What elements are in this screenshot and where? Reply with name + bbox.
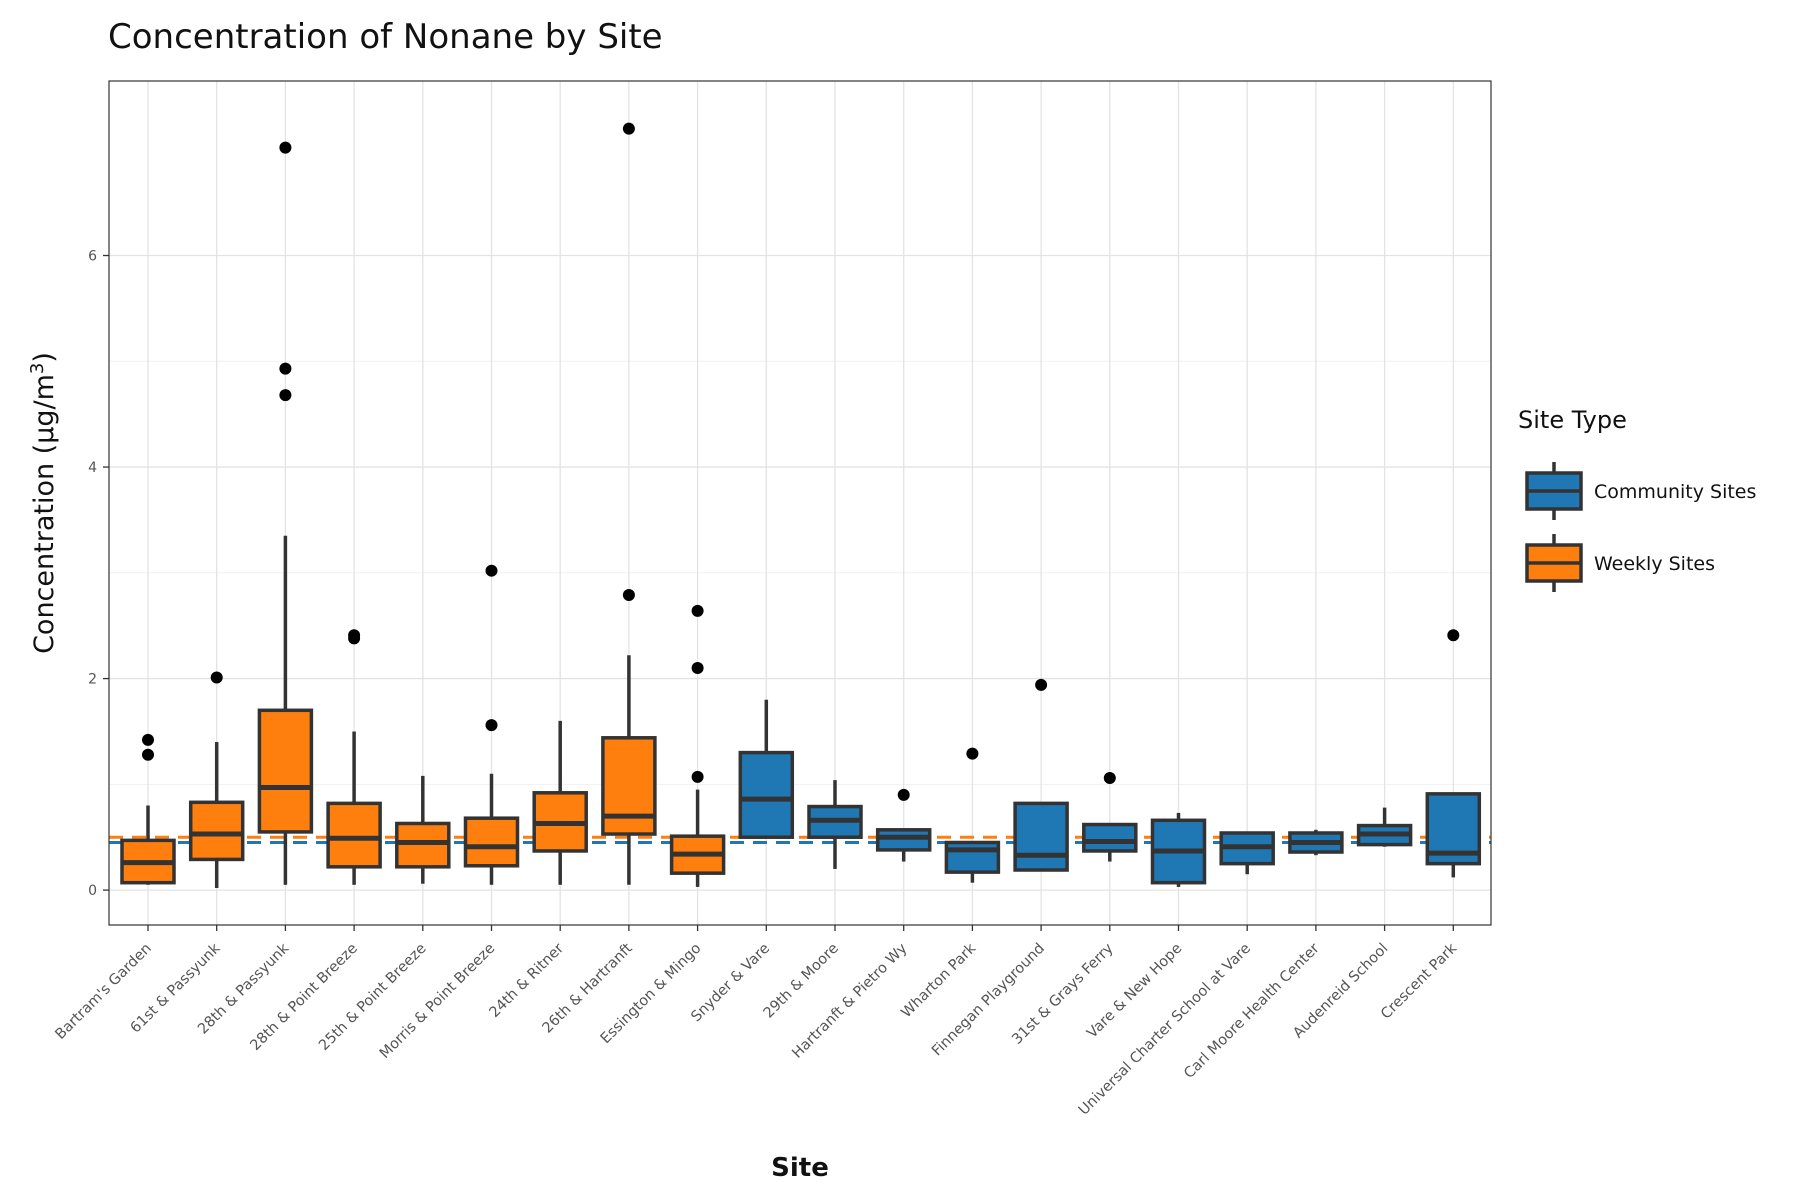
box-body (257, 708, 314, 834)
outlier-point (897, 788, 910, 801)
box-body (395, 821, 451, 869)
box-body (463, 816, 520, 868)
boxplot-item (601, 122, 657, 885)
legend-entry: Community Sites (1525, 462, 1756, 520)
boxplot-item (1425, 629, 1482, 878)
boxplot-item (188, 671, 245, 888)
legend-label: Community Sites (1594, 481, 1756, 503)
y-tick-label: 0 (88, 883, 97, 899)
box-body (601, 736, 657, 836)
outlier-point (691, 661, 704, 674)
boxplot-item (463, 564, 520, 885)
boxplot-item (1356, 807, 1413, 847)
boxplot-item (395, 775, 451, 884)
boxplot-item (1219, 831, 1275, 875)
box-body (188, 800, 245, 862)
plot-panel (108, 80, 1492, 926)
boxplot-item (1150, 812, 1207, 887)
outlier-point (691, 770, 704, 783)
outlier-point (142, 748, 154, 761)
boxplot-item (1013, 678, 1069, 872)
x-tick-label: Finnegan Playground (929, 941, 1048, 1060)
outlier-point (210, 671, 223, 684)
box-body (1013, 801, 1069, 872)
y-tick-label: 2 (88, 672, 97, 688)
box-body (1082, 822, 1138, 853)
box-body (738, 750, 795, 839)
boxplot-item (1288, 829, 1344, 856)
legend: Site Type Community Sites Weekly Sites (1518, 406, 1756, 592)
boxplot-item (120, 733, 176, 885)
boxplot-item (807, 780, 863, 869)
y-tick-label: 6 (88, 249, 97, 265)
boxplots (120, 122, 1482, 888)
box-body (875, 828, 932, 852)
legend-title: Site Type (1518, 406, 1627, 434)
outlier-point (485, 564, 498, 577)
boxplot-item (257, 141, 314, 885)
outlier-point (1103, 771, 1116, 784)
y-axis-ticks: 0 2 4 6 (88, 249, 109, 899)
boxplot-item (532, 720, 588, 885)
x-axis-label: Site (771, 1153, 829, 1183)
box-body (326, 801, 382, 869)
boxplot-item (944, 747, 1001, 883)
boxplot-item (326, 629, 382, 885)
outlier-point (691, 604, 704, 617)
x-tick-label: Morris & Point Breeze (377, 940, 498, 1061)
plot-background (109, 81, 1491, 925)
boxplot-item (738, 699, 795, 839)
legend-entry: Weekly Sites (1525, 534, 1715, 592)
outlier-point (348, 632, 361, 645)
legend-keys: Community Sites Weekly Sites (1525, 462, 1756, 592)
x-tick-label: Carl Moore Health Center (1181, 940, 1322, 1081)
outlier-point (1035, 678, 1048, 691)
plot-border (108, 80, 1492, 926)
boxplot-item (1082, 771, 1138, 862)
outlier-point (279, 141, 292, 154)
y-tick-label: 4 (88, 460, 97, 476)
chart-title: Concentration of Nonane by Site (108, 17, 663, 57)
boxplot-item (669, 604, 726, 887)
outlier-point (485, 719, 498, 732)
outlier-point (1447, 629, 1460, 642)
outlier-point (966, 747, 979, 760)
y-axis-label: Concentration (µg/m3) (27, 352, 60, 654)
box-body (944, 840, 1001, 874)
outlier-point (622, 589, 635, 602)
outlier-point (279, 389, 292, 402)
legend-label: Weekly Sites (1594, 553, 1715, 575)
outlier-point (279, 362, 292, 375)
outlier-point (142, 733, 154, 746)
outlier-point (622, 122, 635, 135)
x-tick-label: Hartranft & Pietro Wy (789, 940, 910, 1061)
boxplot-item (875, 788, 932, 862)
